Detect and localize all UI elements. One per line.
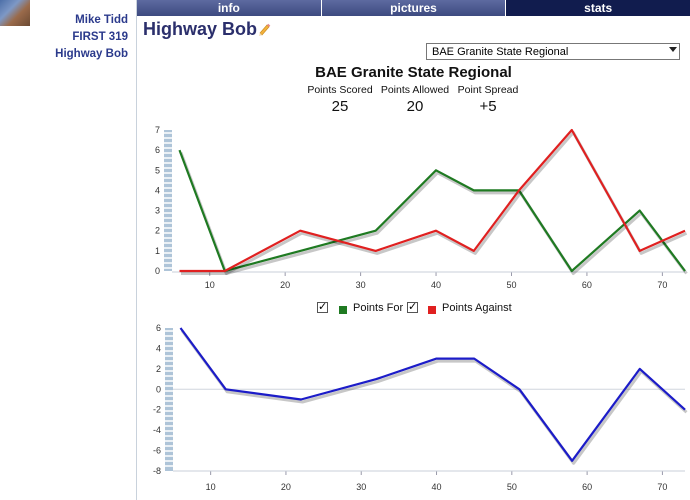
points-scored-label: Points Scored xyxy=(307,84,373,96)
spread-y-tick-label: 0 xyxy=(156,384,161,394)
point-spread-value: +5 xyxy=(479,98,497,115)
points-series-0-line xyxy=(178,149,686,273)
points-allowed-value: 20 xyxy=(406,98,424,115)
points-x-tick-label: 50 xyxy=(506,280,516,290)
user-info: Mike Tidd FIRST 319 Highway Bob xyxy=(55,12,128,63)
spread-y-tick-label: -6 xyxy=(153,446,161,456)
points-allowed-stat: Points Allowed 20 xyxy=(370,84,460,115)
spread-x-tick-label: 10 xyxy=(206,482,216,492)
points-series-0-shadow xyxy=(179,152,688,275)
points-for-legend-label: Points For xyxy=(353,302,404,314)
chart-legend: Points For Points Against xyxy=(137,300,690,317)
points-against-swatch xyxy=(428,306,436,314)
points-scored-value: 25 xyxy=(331,98,349,115)
points-x-tick-label: 10 xyxy=(205,280,215,290)
points-x-tick-label: 20 xyxy=(280,280,290,290)
points-x-tick-label: 60 xyxy=(582,280,592,290)
points-x-tick-label: 70 xyxy=(657,280,667,290)
points-y-tick-label: 1 xyxy=(155,246,160,256)
spread-y-tick-label: 2 xyxy=(156,364,161,374)
spread-y-tick-label: -2 xyxy=(153,405,161,415)
spread-y-tick-label: 4 xyxy=(156,343,161,353)
points-x-tick-label: 30 xyxy=(356,280,366,290)
points-y-tick-label: 5 xyxy=(155,165,160,175)
tab-info[interactable]: info xyxy=(137,0,322,16)
chevron-down-icon xyxy=(669,47,677,52)
points-scored-stat: Points Scored 25 xyxy=(295,84,385,115)
tab-stats[interactable]: stats xyxy=(506,0,690,16)
points-y-tick-label: 7 xyxy=(155,125,160,135)
spread-x-tick-label: 40 xyxy=(432,482,442,492)
robot-name[interactable]: Highway Bob xyxy=(55,48,128,60)
spread-axis-stripe xyxy=(165,328,173,471)
event-select[interactable]: BAE Granite State Regional xyxy=(426,43,680,60)
spread-y-tick-label: -8 xyxy=(153,466,161,476)
points-y-tick-label: 0 xyxy=(155,266,160,276)
event-select-value: BAE Granite State Regional xyxy=(432,46,569,58)
points-y-tick-label: 2 xyxy=(155,226,160,236)
points-axis-stripe xyxy=(164,130,172,271)
points-allowed-label: Points Allowed xyxy=(380,84,450,96)
spread-y-tick-label: -4 xyxy=(153,425,161,435)
avatar[interactable] xyxy=(0,0,30,26)
point-spread-label: Point Spread xyxy=(457,84,519,96)
spread-series-0-line xyxy=(179,327,686,462)
point-spread-stat: Point Spread +5 xyxy=(443,84,533,115)
tab-bar: info pictures stats xyxy=(137,0,690,16)
points-against-legend-label: Points Against xyxy=(442,302,512,314)
spread-x-tick-label: 50 xyxy=(507,482,517,492)
spread-x-tick-label: 20 xyxy=(281,482,291,492)
spread-y-tick-label: 6 xyxy=(156,323,161,333)
team-number[interactable]: FIRST 319 xyxy=(72,31,128,43)
points-chart: 10 20 30 40 50 60 70 0 1 2 3 4 5 6 7 xyxy=(155,125,688,290)
spread-series-0-shadow xyxy=(180,329,688,465)
points-against-checkbox[interactable] xyxy=(407,300,418,313)
points-series-1-line xyxy=(179,128,686,273)
user-name[interactable]: Mike Tidd xyxy=(75,14,128,26)
points-y-tick-label: 4 xyxy=(155,185,160,195)
page-title: Highway Bob xyxy=(143,19,258,39)
points-y-tick-label: 3 xyxy=(155,206,160,216)
points-x-tick-label: 40 xyxy=(431,280,441,290)
spread-x-tick-label: 30 xyxy=(356,482,366,492)
points-y-tick-label: 6 xyxy=(155,145,160,155)
points-for-checkbox[interactable] xyxy=(317,300,328,313)
points-series-1-shadow xyxy=(181,131,688,275)
event-title: BAE Granite State Regional xyxy=(315,64,512,81)
pencil-icon[interactable] xyxy=(257,22,271,36)
tab-pictures[interactable]: pictures xyxy=(321,0,507,16)
sidebar: Mike Tidd FIRST 319 Highway Bob xyxy=(0,0,137,500)
spread-x-tick-label: 60 xyxy=(582,482,592,492)
spread-x-tick-label: 70 xyxy=(657,482,667,492)
points-for-swatch xyxy=(339,306,347,314)
